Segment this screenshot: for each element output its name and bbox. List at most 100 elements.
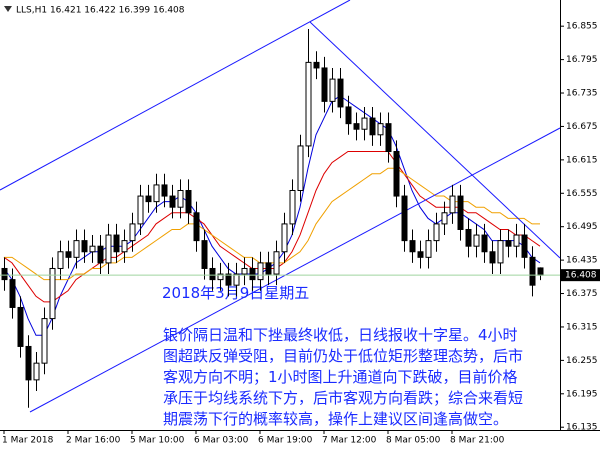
candle-body: [353, 123, 360, 130]
candle-body: [401, 195, 408, 242]
current-price-tag: [561, 269, 600, 282]
candle-body: [33, 362, 40, 381]
candle-body: [241, 267, 248, 275]
candle-body: [209, 267, 216, 281]
candle-body: [65, 251, 72, 258]
y-tick-label: 16.495: [566, 222, 598, 232]
y-tick-label: 16.315: [566, 322, 598, 332]
candle-body: [465, 228, 472, 247]
commentary-line: 图超跌反弹受阻，目前仍处于低位矩形整理态势，后市: [163, 347, 523, 365]
candle-body: [145, 195, 152, 203]
candle-body: [57, 251, 64, 269]
candle-body: [41, 318, 48, 364]
candle-body: [161, 184, 168, 197]
candle-body: [441, 212, 448, 225]
candle-body: [25, 345, 32, 381]
candle-body: [217, 273, 224, 281]
y-tick-label: 16.795: [566, 55, 598, 65]
candle-body: [225, 273, 232, 286]
candle-body: [321, 67, 328, 102]
candle-body: [73, 240, 80, 258]
y-tick-label: 16.735: [566, 89, 598, 99]
x-tick-label: 1 Mar 2018: [2, 436, 54, 446]
candle-body: [521, 234, 528, 258]
header-icon: [4, 6, 12, 12]
candle-body: [481, 234, 488, 253]
candle-body: [113, 234, 120, 253]
candle-body: [369, 117, 376, 136]
candle-body: [385, 123, 392, 153]
y-tick-label: 16.615: [566, 155, 598, 165]
x-tick-label: 2 Mar 16:00: [66, 436, 121, 446]
candle-body: [497, 240, 504, 264]
y-tick-label: 16.555: [566, 189, 598, 199]
candle-body: [153, 184, 160, 203]
y-tick-label: 16.135: [566, 423, 598, 433]
candle-body: [257, 262, 264, 281]
candle-body: [537, 267, 544, 276]
candle-body: [409, 240, 416, 253]
commentary-line: 期震荡下行的概率较高，操作上建议区间逢高做空。: [163, 410, 508, 428]
candle-body: [345, 106, 352, 125]
x-tick-label: 8 Mar 21:00: [450, 436, 505, 446]
y-tick-label: 16.375: [566, 289, 598, 299]
commentary-line: 承压于均线系统下方，后市客观方向看跌；综合来看短: [163, 389, 523, 407]
candle-body: [273, 251, 280, 275]
commentary-line: 银价隔日温和下挫最终收低，日线报收十字星。4小时: [163, 326, 518, 344]
current-price-label: 16.408: [565, 271, 597, 281]
y-tick-label: 16.195: [566, 389, 598, 399]
x-tick-label: 5 Mar 10:00: [130, 436, 185, 446]
candle-body: [1, 267, 8, 281]
candle-body: [177, 189, 184, 208]
candle-body: [417, 251, 424, 258]
candle-body: [433, 223, 440, 242]
y-tick-label: 16.255: [566, 356, 598, 366]
candle-body: [337, 78, 344, 108]
channel-lower-line: [29, 127, 561, 413]
candle-body: [529, 256, 536, 286]
candle-body: [9, 279, 16, 308]
candle-body: [121, 240, 128, 253]
candle-body: [513, 234, 520, 247]
candle-body: [137, 195, 144, 225]
candle-body: [377, 123, 384, 136]
y-tick-label: 16.675: [566, 122, 598, 132]
candle-body: [169, 195, 176, 208]
candle-body: [329, 78, 336, 102]
trend-lines: [0, 0, 561, 413]
candle-body: [425, 240, 432, 258]
candle-body: [457, 195, 464, 230]
candle-body: [249, 267, 256, 281]
commentary-line: 客观方向不明；1小时图上升通道向下跌破，目前价格: [163, 368, 518, 386]
channel-upper-line: [0, 0, 351, 191]
candle-body: [201, 240, 208, 269]
candle-body: [233, 273, 240, 286]
candle-body: [193, 212, 200, 242]
y-tick-label: 16.855: [566, 22, 598, 32]
header: LLS,H1 16.421 16.422 16.399 16.408: [16, 6, 185, 16]
candle-body: [129, 223, 136, 242]
candle-body: [297, 145, 304, 191]
candle-body: [305, 61, 312, 147]
x-tick-label: 8 Mar 05:00: [386, 436, 441, 446]
candle-body: [105, 234, 112, 264]
x-tick-label: 6 Mar 19:00: [258, 436, 313, 446]
candle-body: [393, 151, 400, 197]
y-tick-label: 16.435: [566, 256, 598, 266]
date-label: 2018年3月9日星期五: [162, 284, 309, 302]
candle-body: [89, 245, 96, 253]
x-tick-label: 7 Mar 12:00: [322, 436, 377, 446]
candle-body: [505, 240, 512, 247]
candle-body: [289, 189, 296, 225]
candle-body: [473, 234, 480, 247]
candle-body: [449, 195, 456, 214]
candle-body: [81, 240, 88, 253]
candle-body: [361, 117, 368, 130]
candle-body: [313, 61, 320, 69]
candle-body: [17, 306, 24, 347]
candle-body: [281, 223, 288, 253]
x-tick-label: 6 Mar 03:00: [194, 436, 249, 446]
candle-body: [97, 245, 104, 264]
